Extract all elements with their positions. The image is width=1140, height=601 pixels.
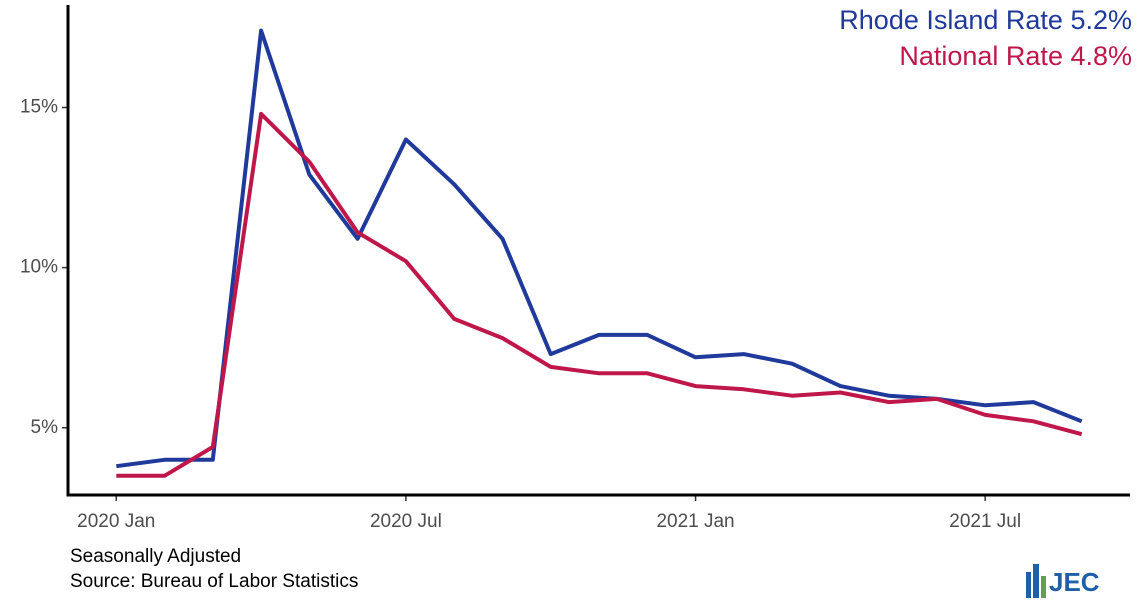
legend-entry: National Rate 4.8% — [899, 41, 1132, 71]
y-tick-label: 15% — [20, 96, 58, 117]
logo-text: JEC — [1049, 567, 1100, 597]
source: Source: Bureau of Labor Statistics — [70, 571, 358, 592]
y-tick-label: 10% — [20, 257, 58, 278]
x-tick-label: 2020 Jul — [370, 511, 442, 532]
note: Seasonally Adjusted — [70, 546, 241, 567]
x-tick-label: 2021 Jul — [949, 511, 1021, 532]
series-line — [116, 28, 1083, 469]
x-tick-label: 2020 Jan — [77, 511, 155, 532]
legend-entry: Rhode Island Rate 5.2% — [839, 5, 1132, 35]
logo: JEC — [1026, 564, 1100, 598]
series-line — [116, 111, 1083, 478]
y-tick-label: 5% — [31, 417, 59, 438]
x-tick-label: 2021 Jan — [656, 511, 734, 532]
